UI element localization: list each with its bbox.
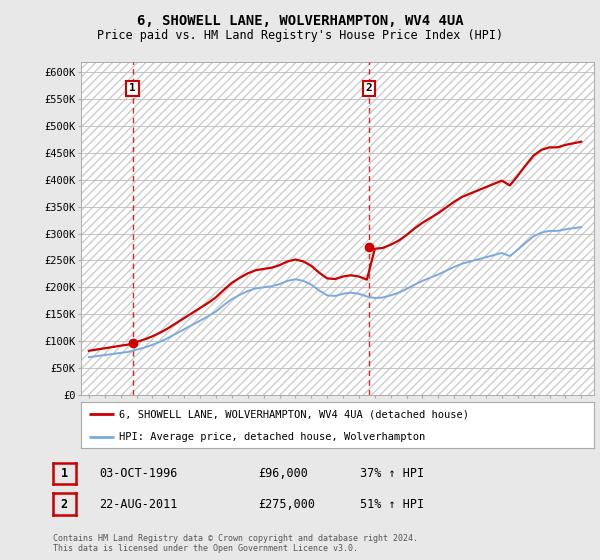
Text: 22-AUG-2011: 22-AUG-2011 — [99, 497, 178, 511]
Text: 37% ↑ HPI: 37% ↑ HPI — [360, 466, 424, 480]
Text: £275,000: £275,000 — [258, 497, 315, 511]
Text: Price paid vs. HM Land Registry's House Price Index (HPI): Price paid vs. HM Land Registry's House … — [97, 29, 503, 42]
Text: Contains HM Land Registry data © Crown copyright and database right 2024.
This d: Contains HM Land Registry data © Crown c… — [53, 534, 418, 553]
Text: 1: 1 — [61, 466, 68, 480]
Text: 6, SHOWELL LANE, WOLVERHAMPTON, WV4 4UA: 6, SHOWELL LANE, WOLVERHAMPTON, WV4 4UA — [137, 14, 463, 28]
Text: HPI: Average price, detached house, Wolverhampton: HPI: Average price, detached house, Wolv… — [119, 432, 426, 441]
Text: 51% ↑ HPI: 51% ↑ HPI — [360, 497, 424, 511]
Text: 2: 2 — [366, 83, 373, 94]
Text: 6, SHOWELL LANE, WOLVERHAMPTON, WV4 4UA (detached house): 6, SHOWELL LANE, WOLVERHAMPTON, WV4 4UA … — [119, 409, 469, 419]
Text: 1: 1 — [129, 83, 136, 94]
Text: £96,000: £96,000 — [258, 466, 308, 480]
Text: 03-OCT-1996: 03-OCT-1996 — [99, 466, 178, 480]
Text: 2: 2 — [61, 497, 68, 511]
